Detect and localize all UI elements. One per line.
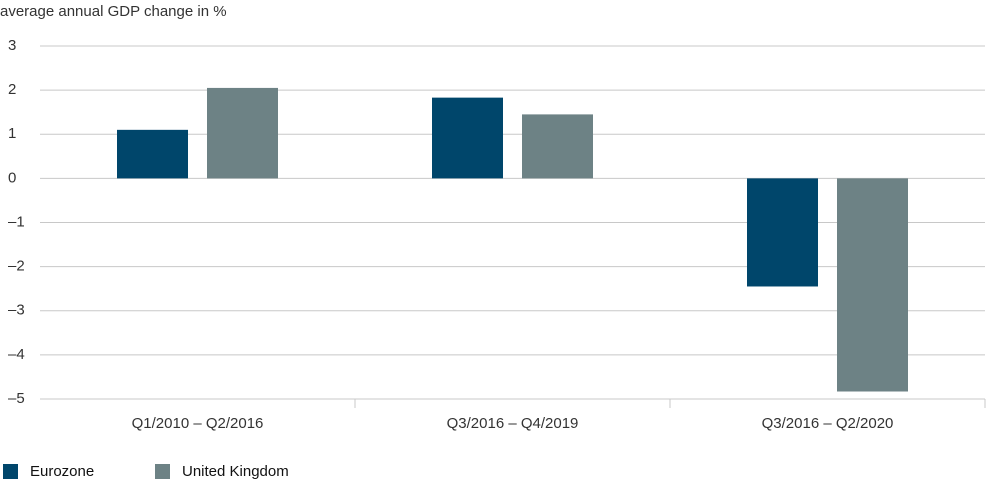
x-tick-label: Q1/2010 – Q2/2016 [132, 415, 264, 432]
y-tick-label: 3 [8, 37, 16, 54]
legend-swatch [155, 464, 170, 479]
bar [432, 97, 503, 179]
y-tick-label: –5 [8, 390, 25, 407]
y-tick-label: –4 [8, 346, 25, 363]
chart-title: average annual GDP change in % [0, 3, 227, 20]
y-tick-label: –2 [8, 258, 25, 275]
bar [207, 87, 278, 179]
x-tick-label: Q3/2016 – Q4/2019 [447, 415, 579, 432]
y-tick-label: –1 [8, 213, 25, 230]
x-tick-label: Q3/2016 – Q2/2020 [762, 415, 894, 432]
legend-swatch [3, 464, 18, 479]
legend-label: Eurozone [30, 463, 94, 480]
y-tick-label: 2 [8, 81, 16, 98]
legend-label: United Kingdom [182, 463, 289, 480]
y-tick-label: 0 [8, 169, 16, 186]
y-tick-label: 1 [8, 125, 16, 142]
bar [117, 129, 188, 179]
bar [747, 178, 818, 287]
bar [837, 178, 908, 392]
bar [522, 114, 593, 179]
y-tick-label: –3 [8, 302, 25, 319]
